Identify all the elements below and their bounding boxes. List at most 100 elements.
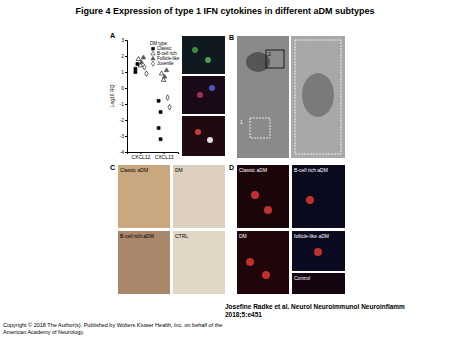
copyright: Copyright © 2018 The Author(s). Publishe… — [3, 322, 222, 328]
image — [292, 231, 345, 271]
image — [173, 165, 225, 228]
y-tick: -3 — [120, 133, 127, 139]
point — [162, 74, 167, 78]
y-tick-label: 3 — [121, 37, 124, 43]
image — [173, 231, 225, 294]
point — [166, 95, 169, 101]
citation: Josefine Radke et al. Neurol Neuroimmuno… — [225, 303, 405, 310]
citation: 2018;5:e451 — [225, 311, 262, 319]
y-tick-mark — [125, 40, 127, 41]
points — [134, 55, 171, 141]
image — [182, 76, 225, 114]
image — [182, 116, 225, 156]
point — [157, 99, 160, 102]
cell — [264, 206, 272, 214]
cell — [246, 258, 254, 266]
y-tick-mark — [125, 88, 127, 89]
y-tick-label: -1 — [120, 101, 125, 107]
y-tick: -4 — [120, 149, 127, 155]
y-tick-mark — [125, 56, 127, 57]
y-tick-label: -2 — [120, 117, 125, 123]
image — [292, 165, 345, 228]
image — [118, 165, 170, 228]
x-tick: CXCL13 — [155, 152, 174, 160]
legend: DM type:ClassicB-cell richFollicle-likeJ… — [150, 41, 180, 66]
cell — [197, 92, 203, 98]
point — [164, 68, 169, 72]
inset-box — [250, 118, 270, 138]
cell — [314, 248, 322, 256]
caption: B-cell rich aDM — [294, 167, 328, 173]
legend-marker — [151, 61, 154, 66]
point — [139, 60, 144, 64]
image — [237, 36, 289, 158]
caption: B-cell rich aDM — [120, 233, 154, 239]
legend-label: Juvenile — [157, 61, 174, 66]
point — [136, 63, 139, 66]
y-tick-mark — [125, 104, 127, 105]
caption: Classic aDM — [120, 167, 148, 173]
panel-label: B — [229, 34, 234, 41]
caption: CTRL — [175, 233, 188, 239]
point — [136, 57, 141, 61]
y-tick: -2 — [120, 117, 127, 123]
y-tick-mark — [125, 120, 127, 121]
x-axis: CXCL12 CXCL13 — [128, 152, 179, 160]
image — [182, 36, 225, 74]
image — [291, 36, 345, 158]
caption: DM — [175, 167, 183, 173]
cell — [192, 47, 198, 53]
point — [141, 55, 146, 59]
y-axis-title: Log10 RQ — [109, 84, 115, 107]
point — [168, 104, 171, 110]
cell — [207, 137, 213, 143]
legend-marker — [151, 56, 155, 60]
y-tick-label: 0 — [121, 85, 124, 91]
image — [237, 165, 289, 228]
y-axis: -4 -3 -2 -1 0 1 2 3 — [120, 37, 128, 155]
cell — [302, 73, 334, 117]
copyright: American Academy of Neurology. — [3, 329, 85, 335]
panel-label: D — [229, 164, 234, 171]
legend-marker — [152, 47, 155, 50]
cell — [306, 196, 314, 204]
y-tick-label: -3 — [120, 133, 125, 139]
point — [159, 138, 162, 141]
y-tick: 1 — [121, 69, 127, 75]
cell — [262, 271, 270, 279]
figure-slide: Figure 4 Expression of type 1 IFN cytoki… — [0, 0, 450, 338]
y-tick-label: 2 — [121, 53, 124, 59]
image — [237, 231, 289, 294]
inset-label: 1 — [240, 119, 243, 125]
cell — [205, 57, 211, 63]
y-axis-line — [125, 41, 128, 153]
y-tick: -1 — [120, 101, 127, 107]
caption: Classic aDM — [239, 167, 267, 173]
point — [134, 71, 137, 74]
y-tick-label: 1 — [121, 69, 124, 75]
cell — [195, 129, 201, 135]
cell — [209, 85, 215, 91]
y-tick-label: -4 — [120, 149, 125, 155]
y-tick-mark — [125, 152, 127, 153]
caption: DM — [239, 233, 247, 239]
point — [159, 111, 162, 114]
image — [118, 231, 170, 294]
x-tick: CXCL12 — [131, 152, 150, 160]
caption: follicle-like aDM — [294, 233, 329, 239]
caption: Control — [294, 275, 310, 281]
legend-marker — [151, 51, 155, 55]
point — [134, 67, 137, 70]
x-tick-label: CXCL13 — [155, 154, 174, 160]
y-tick: 2 — [121, 53, 127, 59]
inset-box — [266, 50, 284, 68]
point — [143, 64, 146, 70]
y-tick-mark — [125, 72, 127, 73]
zoom-box — [295, 40, 341, 154]
panel-label: A — [110, 32, 115, 39]
cell — [251, 191, 259, 199]
point — [159, 71, 164, 75]
image — [292, 273, 345, 294]
point — [157, 127, 160, 130]
panel-label: C — [110, 164, 115, 171]
